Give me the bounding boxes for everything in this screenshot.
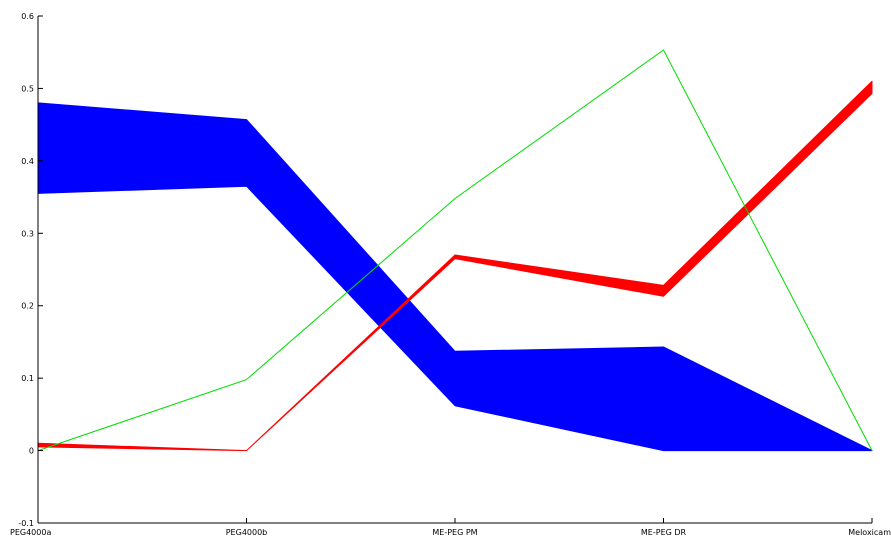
x-tick-label: ME-PEG PM: [432, 528, 477, 536]
series-lines: [37, 49, 873, 452]
y-tick-label: 0.3: [21, 229, 34, 238]
x-ticks: PEG4000a PEG4000b ME-PEG PM ME-PEG DR Meloxi…: [10, 518, 891, 536]
series-line-1: [37, 49, 873, 452]
y-tick-label: 0: [29, 447, 34, 456]
x-tick-label: PEG4000b: [226, 528, 268, 536]
x-tick-label: ME-PEG DR: [641, 528, 687, 536]
band-group: [37, 80, 873, 452]
x-tick-label: PEG4000a: [10, 528, 51, 536]
band-2: [37, 80, 873, 452]
y-tick-label: 0.1: [21, 374, 34, 383]
y-tick-label: 0.2: [21, 302, 34, 311]
y-tick-label: 0.5: [21, 84, 34, 93]
y-ticks: -0.1 0 0.1 0.2 0.3 0.4 0.5 0.6: [18, 12, 43, 528]
x-tick-label: Meloxicam: [848, 528, 891, 536]
y-tick-label: 0.4: [21, 157, 34, 166]
band-1: [37, 102, 873, 452]
y-tick-label: 0.6: [21, 12, 34, 21]
y-tick-label: -0.1: [18, 519, 34, 528]
